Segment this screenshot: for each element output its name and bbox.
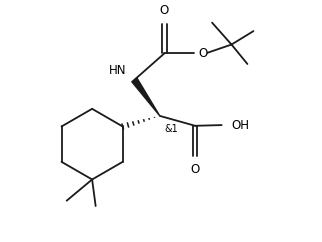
Text: O: O [191, 163, 200, 176]
Text: OH: OH [232, 119, 250, 132]
Text: HN: HN [109, 64, 127, 77]
Text: &1: &1 [164, 124, 178, 134]
Text: O: O [160, 4, 169, 17]
Text: O: O [198, 47, 207, 60]
Polygon shape [132, 78, 160, 116]
